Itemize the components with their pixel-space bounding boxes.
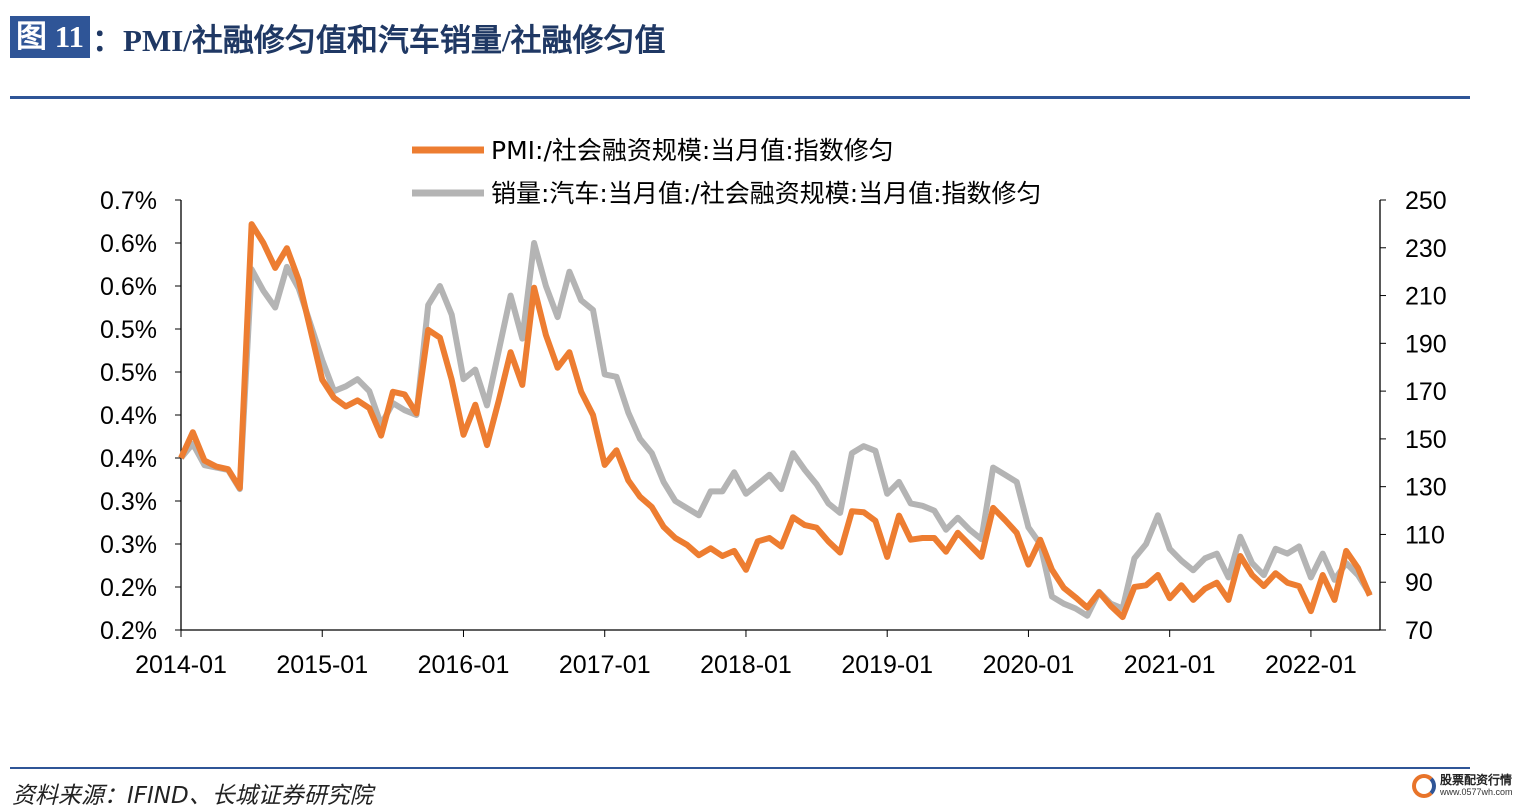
right-tick-label: 250 — [1405, 187, 1447, 215]
x-tick-label: 2014-01 — [135, 651, 227, 679]
x-tick-label: 2018-01 — [700, 651, 792, 679]
left-tick-label: 0.7% — [100, 187, 157, 215]
x-tick-label: 2017-01 — [559, 651, 651, 679]
figure-title: 图 11 ：PMI/社融修匀值和汽车销量/社融修匀值 — [10, 16, 666, 58]
right-tick-label: 110 — [1405, 521, 1445, 549]
figure-label: 图 11 — [10, 16, 91, 58]
logo-text: 股票配资行情 — [1440, 773, 1513, 787]
x-tick-label: 2019-01 — [841, 651, 933, 679]
right-tick-label: 90 — [1405, 569, 1433, 597]
x-tick-label: 2022-01 — [1265, 651, 1357, 679]
right-tick-label: 230 — [1405, 235, 1447, 263]
right-tick-label: 70 — [1405, 617, 1433, 645]
watermark-logo: 股票配资行情 www.0577wh.com — [1412, 774, 1513, 798]
left-tick-label: 0.4% — [100, 402, 157, 430]
left-tick-label: 0.2% — [100, 574, 157, 602]
series-lines — [178, 221, 1373, 621]
x-tick-label: 2021-01 — [1124, 651, 1216, 679]
series-line-pmi — [178, 221, 1373, 621]
right-tick-label: 210 — [1405, 283, 1447, 311]
left-tick-label: 0.5% — [100, 316, 157, 344]
right-tick-label: 170 — [1405, 378, 1447, 406]
left-tick-label: 0.3% — [100, 531, 157, 559]
legend-label-auto-sales: 销量:汽车:当月值:/社会融资规模:当月值:指数修匀 — [491, 179, 1042, 208]
bottom-divider — [10, 767, 1470, 769]
title-text: ：PMI/社融修匀值和汽车销量/社融修匀值 — [92, 22, 666, 58]
x-tick-label: 2016-01 — [418, 651, 510, 679]
legend: PMI:/社会融资规模:当月值:指数修匀 销量:汽车:当月值:/社会融资规模:当… — [412, 136, 1042, 208]
right-tick-label: 190 — [1405, 330, 1447, 358]
axes: 0.7% 0.6% 0.6% 0.5% 0.5% 0.4% 0.4% 0.3% 0.3% 0.2%… — [100, 187, 1447, 679]
logo-icon — [1412, 774, 1436, 798]
top-divider — [10, 96, 1470, 99]
right-tick-label: 130 — [1405, 474, 1447, 502]
x-tick-label: 2015-01 — [276, 651, 368, 679]
source-note: 资料来源：IFIND、长城证券研究院 — [12, 783, 373, 809]
series-line-auto-sales — [178, 240, 1373, 619]
left-tick-label: 0.6% — [100, 230, 157, 258]
legend-label-pmi: PMI:/社会融资规模:当月值:指数修匀 — [491, 136, 894, 165]
left-tick-label: 0.5% — [100, 359, 157, 387]
left-tick-label: 0.3% — [100, 488, 157, 516]
logo-url: www.0577wh.com — [1440, 787, 1513, 797]
left-tick-label: 0.2% — [100, 617, 157, 645]
left-tick-label: 0.6% — [100, 273, 157, 301]
left-tick-label: 0.4% — [100, 445, 157, 473]
right-tick-label: 150 — [1405, 426, 1447, 454]
x-tick-label: 2020-01 — [983, 651, 1075, 679]
